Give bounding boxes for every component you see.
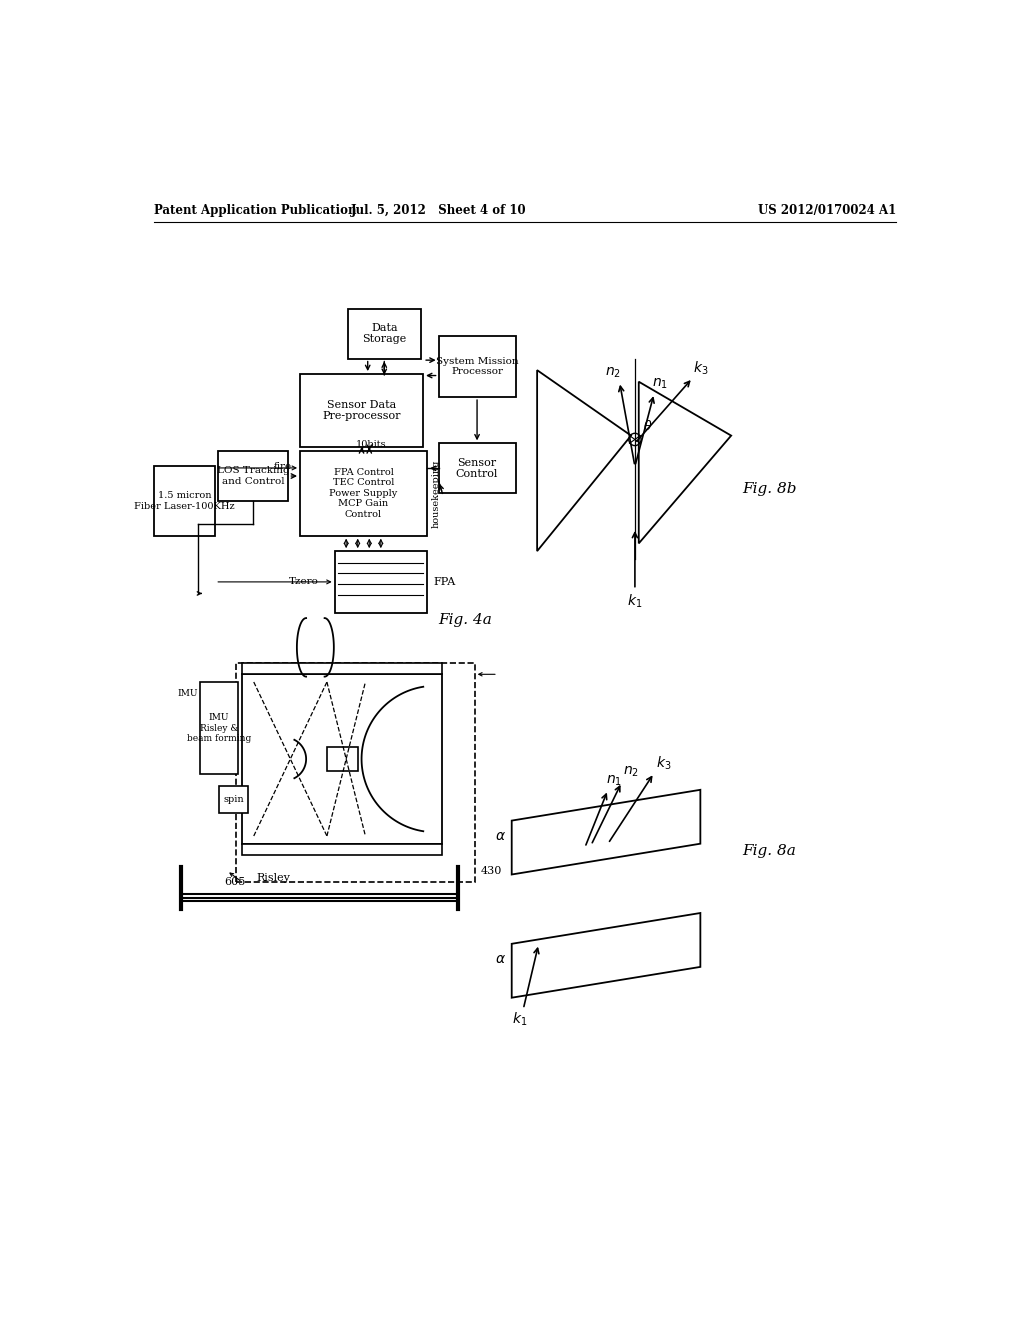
Text: $k_1$: $k_1$ — [512, 1011, 527, 1028]
Polygon shape — [538, 370, 631, 552]
Text: LOS Tracking
and Control: LOS Tracking and Control — [217, 466, 290, 486]
Text: Fig. 4a: Fig. 4a — [438, 614, 493, 627]
Bar — [217, 451, 289, 502]
Bar — [200, 682, 239, 775]
Text: 1.5 micron
Fiber Laser-100KHz: 1.5 micron Fiber Laser-100KHz — [134, 491, 234, 511]
Bar — [219, 785, 249, 813]
Bar — [438, 444, 515, 494]
Text: Patent Application Publication: Patent Application Publication — [154, 205, 356, 218]
Text: $\alpha$: $\alpha$ — [495, 829, 506, 843]
Text: IMU: IMU — [178, 689, 199, 698]
Text: $k_1$: $k_1$ — [628, 593, 642, 610]
Polygon shape — [639, 381, 731, 544]
Text: $\theta$: $\theta$ — [643, 420, 652, 433]
Bar — [243, 663, 442, 675]
Text: $n_2$: $n_2$ — [605, 366, 622, 380]
Text: 10bits: 10bits — [356, 441, 386, 449]
Polygon shape — [512, 789, 700, 875]
Text: FPA: FPA — [433, 577, 456, 587]
Bar — [243, 843, 442, 855]
Bar — [327, 747, 357, 771]
Text: US 2012/0170024 A1: US 2012/0170024 A1 — [758, 205, 896, 218]
Text: $n_2$: $n_2$ — [623, 764, 639, 779]
Bar — [300, 451, 427, 536]
Text: $\alpha$: $\alpha$ — [495, 952, 506, 966]
Text: spin: spin — [223, 795, 244, 804]
Text: Data
Storage: Data Storage — [362, 323, 407, 345]
Text: fire: fire — [274, 462, 292, 471]
Bar — [300, 374, 423, 447]
Bar — [243, 675, 442, 843]
Text: Fig. 8a: Fig. 8a — [742, 845, 797, 858]
Text: 430: 430 — [481, 866, 503, 875]
Text: $n_1$: $n_1$ — [652, 376, 669, 391]
Polygon shape — [512, 913, 700, 998]
Text: $n_1$: $n_1$ — [606, 774, 623, 788]
Text: Sensor Data
Pre-processor: Sensor Data Pre-processor — [323, 400, 400, 421]
Text: System Mission
Processor: System Mission Processor — [436, 356, 518, 376]
Text: $k_3$: $k_3$ — [655, 754, 671, 772]
Bar — [237, 663, 475, 882]
Bar — [335, 552, 427, 612]
Text: 605: 605 — [224, 878, 245, 887]
Text: Sensor
Control: Sensor Control — [456, 458, 499, 479]
Text: IMU
Risley &
beam forming: IMU Risley & beam forming — [187, 713, 251, 743]
Text: housekeeping: housekeeping — [432, 459, 440, 528]
Text: $k_3$: $k_3$ — [692, 360, 708, 378]
Text: Tzero: Tzero — [290, 577, 319, 586]
Text: Risley: Risley — [256, 874, 290, 883]
Text: Fig. 8b: Fig. 8b — [742, 483, 797, 496]
Text: FPA Control
TEC Control
Power Supply
MCP Gain
Control: FPA Control TEC Control Power Supply MCP… — [330, 469, 397, 519]
Bar — [348, 309, 421, 359]
Bar — [154, 466, 215, 536]
Text: Jul. 5, 2012   Sheet 4 of 10: Jul. 5, 2012 Sheet 4 of 10 — [351, 205, 526, 218]
Bar — [438, 335, 515, 397]
